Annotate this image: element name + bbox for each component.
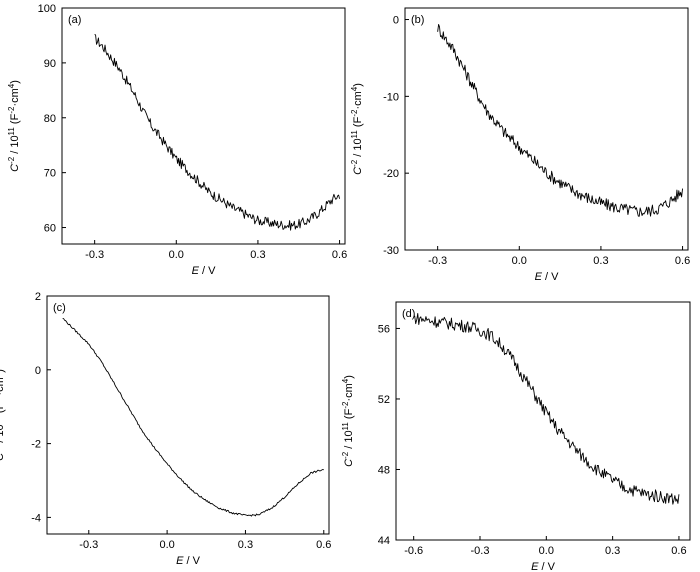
chart-panel-1: -0.3 0.0 0.3 0.6 60 70 80 90 100 (a) E / V C-2 / 10…	[7, 3, 347, 277]
data-series-line	[94, 33, 340, 231]
y-tick-label: 44	[378, 535, 390, 547]
x-tick-label: -0.3	[79, 539, 98, 551]
x-tick-label: -0.3	[428, 255, 447, 267]
x-tick-label: 0.0	[539, 545, 554, 557]
y-tick-label: 52	[378, 394, 390, 406]
x-axis-label: E / V	[192, 265, 217, 277]
panel-label: (a)	[68, 14, 81, 26]
y-tick-label: 70	[44, 168, 56, 180]
x-tick-label: -0.3	[471, 545, 490, 557]
panel-label: (b)	[411, 14, 424, 26]
y-tick-label: 100	[38, 3, 56, 15]
y-axis-label: C-2 / 1011 (F-2·cm4)	[341, 375, 355, 467]
chart-panel-3: -0.3 0.0 0.3 0.6 -4 -2 0 2 (c) E / V C-2 / 1011 (F…	[0, 291, 331, 567]
y-axis-label: C-2 / 1011 (F-2·cm4)	[7, 80, 21, 172]
x-tick-label: 0.6	[332, 249, 347, 261]
chart-panel-4: -0.6 -0.3 0.0 0.3 0.6 44 48 52 56 (d) E / V C-2 / 1…	[341, 301, 691, 572]
plot-frame	[404, 7, 689, 251]
y-axis-label: C-2 / 1011 (F-2·cm4)	[350, 83, 364, 175]
plot-frame	[46, 295, 330, 535]
x-axis-label: E / V	[176, 555, 201, 567]
x-tick-label: 0.3	[605, 545, 620, 557]
y-tick-label: 90	[44, 58, 56, 70]
y-tick-label: -4	[31, 512, 41, 524]
plot-frame	[395, 301, 691, 541]
x-axis-label: E / V	[535, 271, 560, 283]
data-series-line	[62, 317, 324, 517]
x-tick-label: -0.6	[404, 545, 423, 557]
y-tick-label: 0	[393, 15, 399, 27]
x-tick-label: -0.3	[85, 249, 104, 261]
x-tick-label: 0.6	[671, 545, 686, 557]
y-tick-label: -20	[383, 168, 399, 180]
chart-panel-2: -0.3 0.0 0.3 0.6 -30 -20 -10 0 (b) E / V C-2 / 101…	[350, 7, 690, 283]
data-series-line	[413, 313, 680, 505]
x-tick-label: 0.0	[169, 249, 184, 261]
x-axis-label: E / V	[531, 561, 556, 572]
x-tick-label: 0.3	[593, 255, 608, 267]
data-series-line	[437, 23, 684, 217]
x-tick-label: 0.3	[238, 539, 253, 551]
plot-frame	[61, 7, 346, 245]
y-tick-label: 80	[44, 113, 56, 125]
x-tick-label: 0.0	[512, 255, 527, 267]
x-tick-label: 0.0	[159, 539, 174, 551]
y-tick-label: -30	[383, 245, 399, 257]
y-tick-label: 0	[35, 365, 41, 377]
y-axis-label: C-2 / 1011 (F-2·cm4)	[0, 369, 6, 461]
y-tick-label: -2	[31, 439, 41, 451]
y-tick-label: 2	[35, 291, 41, 303]
x-tick-label: 0.3	[250, 249, 265, 261]
panel-label: (d)	[402, 308, 415, 320]
y-tick-label: 60	[44, 223, 56, 235]
x-tick-label: 0.6	[316, 539, 331, 551]
panel-label: (c)	[53, 302, 66, 314]
y-tick-label: -10	[383, 91, 399, 103]
y-tick-label: 48	[378, 464, 390, 476]
x-tick-label: 0.6	[675, 255, 690, 267]
y-tick-label: 56	[378, 323, 390, 335]
